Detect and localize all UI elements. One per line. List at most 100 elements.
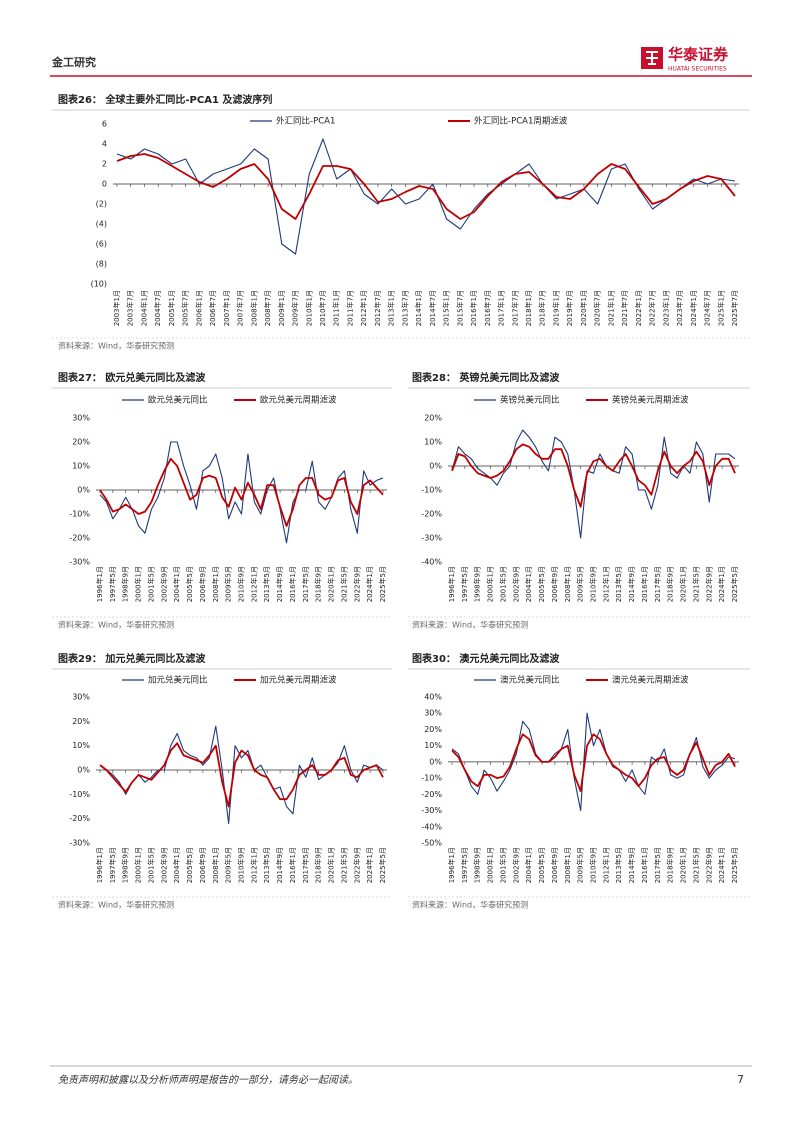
- chart: 图表27： 欧元兑美元同比及滤波 30% 20% 10% 0% -10% -20% -30% 1…: [52, 371, 392, 630]
- x-tick-label: 2023年7月: [675, 290, 684, 326]
- x-tick-label: 1997年5月: [460, 566, 469, 602]
- x-tick-label: 2020年7月: [593, 290, 602, 326]
- x-tick-label: 2008年1月: [563, 847, 572, 883]
- series-line: [451, 429, 736, 539]
- x-tick-label: 2021年1月: [606, 290, 615, 326]
- x-tick-label: 2025年1月: [716, 290, 725, 326]
- y-tick-label: 0: [102, 180, 107, 189]
- legend-label: 外汇同比-PCA1: [276, 116, 335, 127]
- y-tick-label: -50%: [421, 839, 442, 848]
- x-tick-label: 2017年5月: [301, 847, 310, 883]
- y-tick-label: (10): [91, 280, 107, 289]
- x-tick-label: 2018年7月: [538, 290, 547, 326]
- x-tick-label: 2015年1月: [442, 290, 451, 326]
- x-tick-label: 2022年9月: [352, 847, 361, 883]
- y-tick-label: 10%: [72, 741, 90, 750]
- x-tick-label: 1998年9月: [473, 566, 482, 602]
- y-tick-label: 40%: [424, 693, 442, 702]
- x-tick-label: 2025年5月: [730, 566, 739, 602]
- x-tick-label: 2015年7月: [455, 290, 464, 326]
- series-line: [116, 153, 736, 220]
- source-note: 资料来源：Wind，华泰研究预测: [58, 341, 174, 351]
- x-tick-label: 2016年1月: [640, 847, 649, 883]
- series-line: [99, 457, 384, 527]
- y-tick-label: -10%: [421, 774, 442, 783]
- y-tick-label: 4: [102, 140, 107, 149]
- x-tick-label: 2024年1月: [717, 847, 726, 883]
- x-tick-label: 2014年9月: [275, 566, 284, 602]
- x-tick-label: 2021年5月: [691, 847, 700, 883]
- x-tick-label: 2022年9月: [704, 847, 713, 883]
- legend-label: 欧元兑美元同比: [148, 395, 208, 406]
- y-tick-label: -10%: [421, 486, 442, 495]
- x-tick-label: 2002年9月: [159, 847, 168, 883]
- x-tick-label: 2019年7月: [565, 290, 574, 326]
- x-tick-label: 2012年1月: [249, 566, 258, 602]
- x-tick-label: 2008年7月: [263, 290, 272, 326]
- x-tick-label: 2012年1月: [249, 847, 258, 883]
- series-line: [451, 443, 736, 508]
- series-line: [451, 733, 736, 792]
- y-tick-label: -20%: [69, 814, 90, 823]
- x-tick-label: 2005年5月: [537, 847, 546, 883]
- x-tick-label: 2016年7月: [483, 290, 492, 326]
- x-tick-label: 2001年5月: [498, 566, 507, 602]
- x-tick-label: 2013年7月: [400, 290, 409, 326]
- y-tick-label: 20%: [424, 725, 442, 734]
- x-tick-label: 2010年1月: [304, 290, 313, 326]
- x-tick-label: 2024年1月: [365, 566, 374, 602]
- x-tick-label: 2016年1月: [469, 290, 478, 326]
- x-tick-label: 2017年7月: [510, 290, 519, 326]
- logo-glyph: [646, 51, 658, 65]
- x-tick-label: 2013年5月: [262, 847, 271, 883]
- x-tick-label: 2024年7月: [703, 290, 712, 326]
- legend-label: 英镑兑美元周期滤波: [612, 395, 689, 406]
- disclaimer: 免责声明和披露以及分析师声明是报告的一部分，请务必一起阅读。: [58, 1074, 358, 1086]
- x-tick-label: 2018年9月: [666, 566, 675, 602]
- x-tick-label: 2020年1月: [327, 847, 336, 883]
- x-tick-label: 2008年1月: [211, 566, 220, 602]
- x-tick-label: 2012年7月: [373, 290, 382, 326]
- y-tick-label: -20%: [421, 510, 442, 519]
- x-tick-label: 2010年9月: [589, 847, 598, 883]
- source-note: 资料来源：Wind，华泰研究预测: [412, 620, 528, 630]
- y-tick-label: 30%: [72, 693, 90, 702]
- chart-title: 图表30： 澳元兑美元同比及滤波: [412, 652, 560, 665]
- x-tick-label: 2002年9月: [511, 847, 520, 883]
- x-tick-label: 2013年5月: [262, 566, 271, 602]
- chart-title: 图表28： 英镑兑美元同比及滤波: [412, 371, 560, 384]
- source-note: 资料来源：Wind，华泰研究预测: [58, 620, 174, 630]
- y-tick-label: -30%: [421, 806, 442, 815]
- x-tick-label: 2008年1月: [249, 290, 258, 326]
- x-tick-label: 2022年9月: [704, 566, 713, 602]
- x-tick-label: 2009年7月: [291, 290, 300, 326]
- x-tick-label: 2013年5月: [614, 566, 623, 602]
- x-tick-label: 2017年1月: [497, 290, 506, 326]
- x-tick-label: 2020年1月: [327, 566, 336, 602]
- x-tick-label: 1996年1月: [447, 566, 456, 602]
- x-tick-label: 2014年1月: [414, 290, 423, 326]
- legend-label: 外汇同比-PCA1周期滤波: [474, 116, 568, 127]
- x-tick-label: 2024年1月: [689, 290, 698, 326]
- x-tick-label: 2025年5月: [378, 566, 387, 602]
- y-tick-label: 10%: [72, 462, 90, 471]
- x-tick-label: 2002年9月: [159, 566, 168, 602]
- x-tick-label: 2004年1月: [172, 566, 181, 602]
- x-tick-label: 2018年9月: [314, 566, 323, 602]
- x-tick-label: 2020年1月: [679, 847, 688, 883]
- legend-label: 加元兑美元周期滤波: [260, 675, 337, 686]
- y-tick-label: -40%: [421, 558, 442, 567]
- x-tick-label: 2004年1月: [172, 847, 181, 883]
- y-tick-label: (6): [96, 240, 107, 249]
- y-tick-label: -30%: [69, 558, 90, 567]
- x-tick-label: 2011年7月: [345, 290, 354, 326]
- x-tick-label: 2022年1月: [634, 290, 643, 326]
- x-tick-label: 1997年5月: [460, 847, 469, 883]
- x-tick-label: 2006年7月: [208, 290, 217, 326]
- legend-label: 欧元兑美元周期滤波: [260, 395, 337, 406]
- x-tick-label: 2010年9月: [589, 566, 598, 602]
- x-tick-label: 1996年1月: [447, 847, 456, 883]
- x-tick-label: 2004年1月: [524, 847, 533, 883]
- chart-title: 图表29： 加元兑美元同比及滤波: [58, 652, 206, 665]
